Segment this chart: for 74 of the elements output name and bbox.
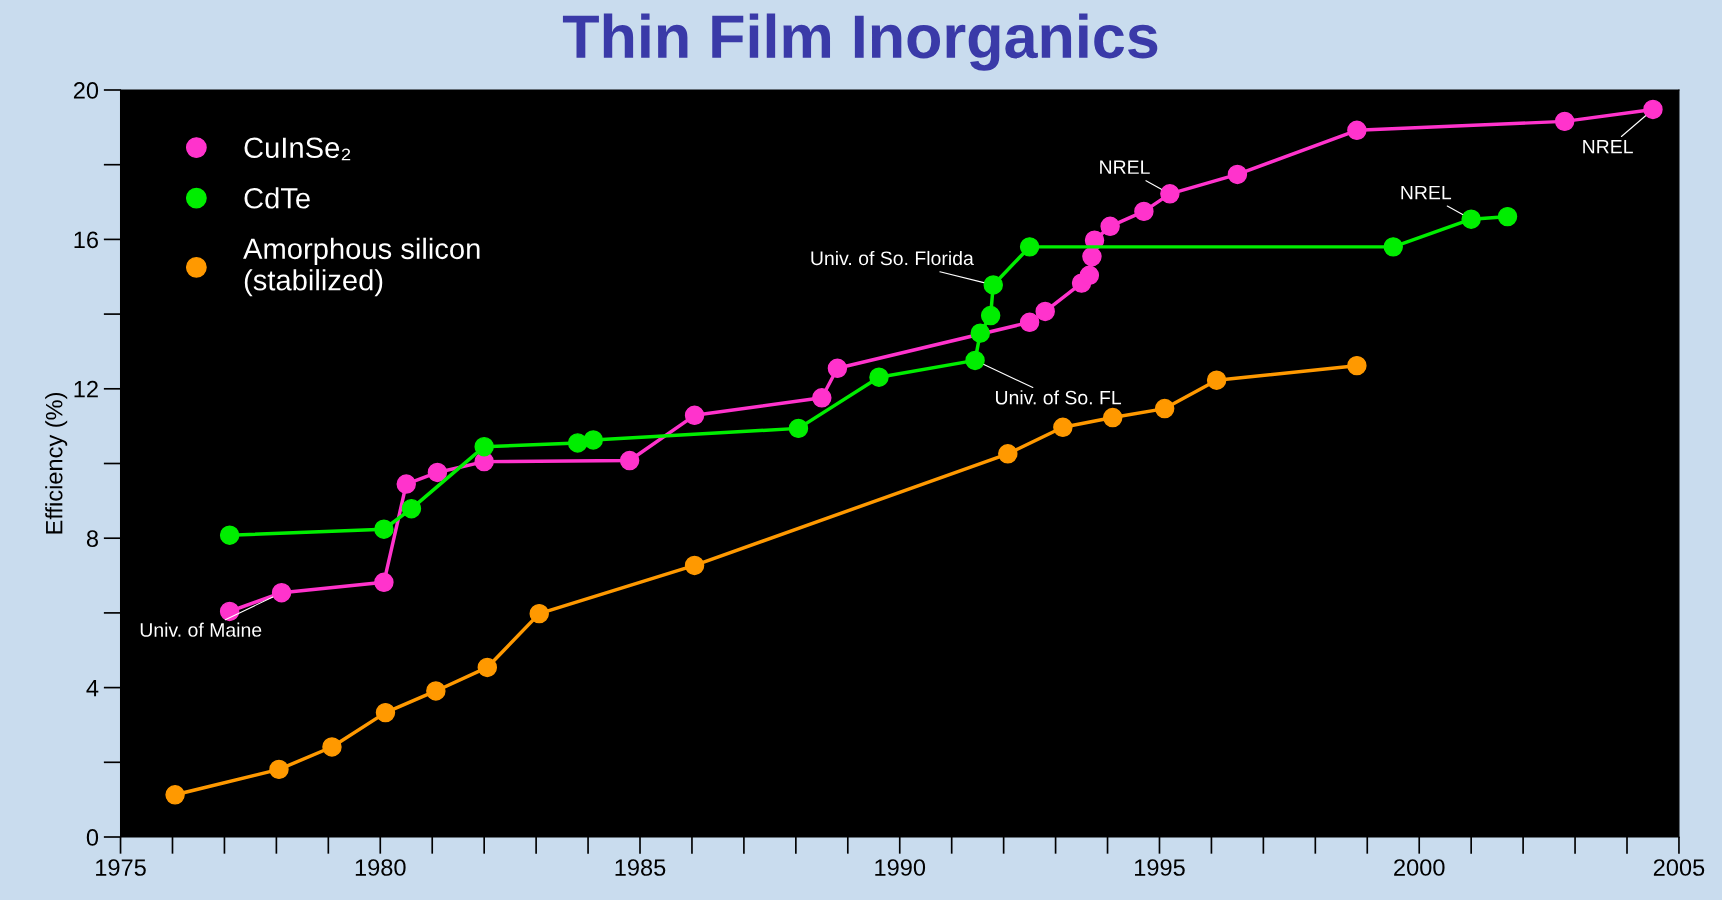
point [1100, 216, 1120, 237]
point [1554, 111, 1575, 132]
point [1019, 312, 1040, 333]
y-tick-label: 4 [86, 679, 99, 697]
x-tick-label: 2000 [1394, 859, 1445, 876]
point [1347, 355, 1367, 376]
point [1134, 201, 1154, 222]
point [583, 430, 603, 450]
y-tick-label: 8 [86, 530, 98, 547]
point [401, 498, 422, 519]
y-tick-label: 20 [73, 82, 99, 99]
x-tick-label: 1975 [96, 859, 146, 876]
point [271, 583, 292, 603]
point [812, 388, 832, 408]
point [1103, 407, 1123, 428]
x-tick-label: 1990 [875, 859, 926, 876]
point [998, 444, 1018, 464]
point [965, 350, 985, 371]
point [983, 275, 1003, 295]
y-tick-label: 0 [86, 829, 99, 846]
chart-title: Thin Film Inorganics [562, 13, 1158, 71]
point [869, 367, 889, 387]
point [474, 436, 494, 457]
annotation: NREL [1401, 185, 1452, 200]
point [165, 785, 185, 805]
point [477, 657, 498, 678]
annotation: NREL [1583, 139, 1633, 154]
point [1206, 370, 1227, 390]
point [1643, 99, 1663, 120]
point [375, 702, 396, 723]
point [529, 603, 549, 624]
point [1347, 120, 1367, 141]
point [396, 474, 416, 494]
point [269, 759, 289, 780]
point [684, 555, 705, 576]
point [1154, 398, 1175, 419]
point [1082, 246, 1102, 267]
annotation: NREL [1100, 160, 1150, 174]
point [1160, 184, 1180, 204]
point [374, 572, 394, 592]
y-tick-label: 12 [74, 380, 98, 398]
point [684, 405, 705, 426]
point [827, 358, 848, 378]
x-tick-label: 1995 [1135, 859, 1185, 876]
point [1079, 265, 1100, 285]
annotation: Univ. of Maine [140, 622, 262, 637]
x-tick-label: 1985 [615, 859, 666, 876]
x-tick-label: 2005 [1653, 859, 1705, 876]
point [374, 519, 394, 539]
point [1035, 301, 1055, 322]
point [980, 305, 1001, 326]
point [219, 525, 240, 545]
annotation: Univ. of So. Florida [811, 250, 974, 266]
annotation: Univ. of So. FL [996, 390, 1122, 405]
point [427, 462, 448, 483]
y-tick-label: 16 [74, 231, 98, 249]
point [619, 450, 640, 471]
point [567, 433, 588, 453]
point [788, 418, 809, 439]
point [1019, 237, 1040, 257]
point [1053, 417, 1073, 437]
x-tick-label: 1980 [355, 859, 406, 876]
point [970, 323, 990, 343]
point [1383, 237, 1403, 257]
legend-label: CuInSe₂ [244, 137, 351, 161]
point [322, 737, 342, 757]
point [1497, 206, 1518, 227]
point [1227, 164, 1248, 185]
legend-label: Amorphous silicon (stabilized) [243, 237, 480, 297]
point [426, 681, 446, 701]
point [219, 601, 240, 622]
legend-label: CdTe [244, 187, 310, 209]
y-axis-title: Efficiency (%) [45, 393, 68, 534]
point [1461, 209, 1481, 229]
